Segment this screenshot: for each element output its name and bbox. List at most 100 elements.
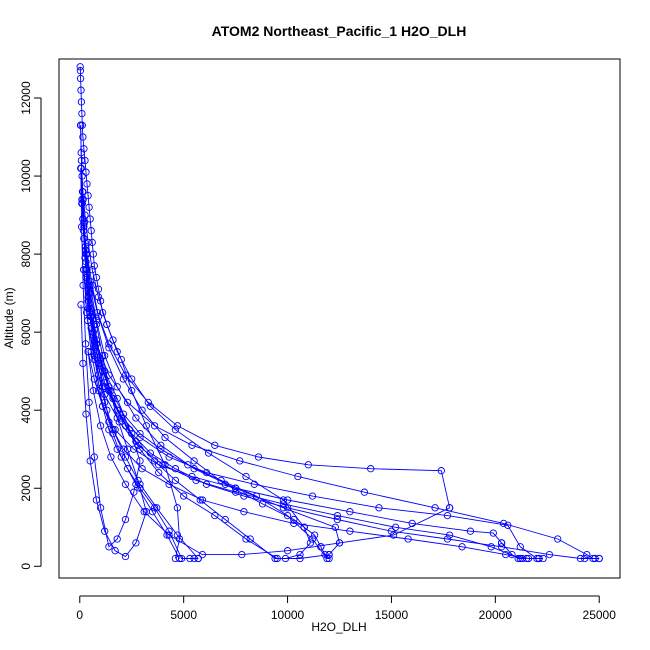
data-point bbox=[408, 519, 416, 528]
data-point bbox=[308, 535, 317, 543]
data-point bbox=[254, 453, 263, 461]
series-20 bbox=[77, 164, 150, 561]
data-point bbox=[82, 258, 90, 266]
data-point bbox=[250, 480, 258, 488]
data-point bbox=[113, 406, 121, 414]
data-point bbox=[306, 539, 315, 547]
series-line bbox=[83, 269, 539, 559]
data-point bbox=[82, 410, 90, 418]
data-point bbox=[86, 457, 94, 465]
data-point bbox=[466, 527, 475, 535]
data-point bbox=[165, 453, 173, 461]
data-point bbox=[76, 74, 85, 83]
data-point bbox=[105, 418, 113, 426]
data-point bbox=[142, 508, 150, 516]
data-point bbox=[105, 340, 113, 348]
data-point bbox=[89, 387, 97, 395]
data-point bbox=[101, 527, 109, 535]
data-point bbox=[123, 398, 132, 407]
data-point bbox=[240, 508, 248, 516]
data-point bbox=[157, 441, 165, 449]
data-point bbox=[90, 320, 98, 329]
data-point bbox=[123, 465, 132, 473]
data-point bbox=[335, 539, 344, 547]
x-tick-label: 15000 bbox=[375, 608, 409, 622]
data-point bbox=[188, 441, 196, 449]
data-point bbox=[113, 394, 121, 403]
data-point bbox=[136, 484, 144, 492]
data-point bbox=[136, 433, 144, 442]
series-line bbox=[82, 218, 340, 555]
y-axis: 0 2000 4000 6000 8000 10000 12000 bbox=[19, 81, 42, 570]
data-point bbox=[123, 445, 132, 453]
data-point bbox=[119, 445, 128, 453]
data-point bbox=[591, 554, 599, 563]
data-point bbox=[246, 535, 254, 543]
data-point bbox=[443, 535, 452, 543]
y-tick-label: 12000 bbox=[19, 81, 33, 115]
data-point bbox=[211, 441, 219, 449]
series-line bbox=[85, 250, 451, 508]
data-point bbox=[138, 406, 146, 414]
series-line bbox=[83, 269, 600, 559]
data-point bbox=[238, 550, 246, 559]
data-point bbox=[271, 554, 279, 563]
data-point bbox=[79, 188, 87, 196]
y-axis-label: Altitude (m) bbox=[2, 287, 16, 348]
data-point bbox=[121, 371, 130, 379]
data-point bbox=[333, 511, 342, 520]
x-tick-label: 0 bbox=[76, 608, 83, 622]
data-point bbox=[186, 554, 194, 563]
series-line bbox=[85, 277, 600, 559]
data-point bbox=[443, 511, 452, 520]
data-point bbox=[375, 504, 383, 512]
data-point bbox=[79, 133, 87, 141]
data-point bbox=[86, 215, 94, 223]
data-point bbox=[165, 531, 173, 539]
data-point bbox=[84, 305, 92, 313]
data-point bbox=[101, 390, 109, 399]
data-point bbox=[300, 523, 308, 531]
series-line bbox=[80, 168, 147, 558]
data-point bbox=[78, 195, 86, 204]
data-point bbox=[77, 164, 85, 172]
data-point bbox=[163, 531, 171, 539]
data-point bbox=[77, 301, 85, 309]
data-point bbox=[294, 472, 302, 481]
data-point bbox=[88, 238, 96, 247]
series-16 bbox=[80, 266, 543, 563]
data-point bbox=[437, 467, 445, 475]
data-point bbox=[202, 480, 211, 488]
data-point bbox=[431, 504, 439, 512]
data-point bbox=[121, 515, 130, 524]
data-point bbox=[173, 531, 182, 539]
data-point bbox=[171, 465, 180, 473]
data-point bbox=[304, 461, 312, 469]
data-point bbox=[121, 480, 130, 488]
series-9 bbox=[79, 215, 344, 559]
data-point bbox=[173, 504, 182, 512]
data-point bbox=[94, 387, 103, 395]
data-point bbox=[497, 543, 506, 551]
data-point bbox=[132, 539, 140, 547]
data-point bbox=[165, 527, 173, 535]
data-point bbox=[296, 550, 304, 559]
data-point bbox=[290, 515, 298, 524]
data-point bbox=[283, 511, 292, 520]
data-point bbox=[107, 453, 115, 461]
data-point bbox=[92, 320, 101, 329]
data-point bbox=[202, 468, 211, 477]
data-point bbox=[514, 554, 522, 563]
x-tick-label: 10000 bbox=[271, 608, 305, 622]
data-point bbox=[88, 266, 96, 274]
data-point bbox=[159, 461, 167, 469]
data-point bbox=[535, 554, 543, 563]
series-line bbox=[87, 320, 544, 559]
data-point bbox=[96, 422, 105, 430]
x-tick-label: 20000 bbox=[479, 608, 513, 622]
data-point bbox=[346, 508, 354, 516]
series-line bbox=[79, 66, 180, 559]
data-point bbox=[111, 547, 119, 555]
data-point bbox=[171, 476, 180, 485]
